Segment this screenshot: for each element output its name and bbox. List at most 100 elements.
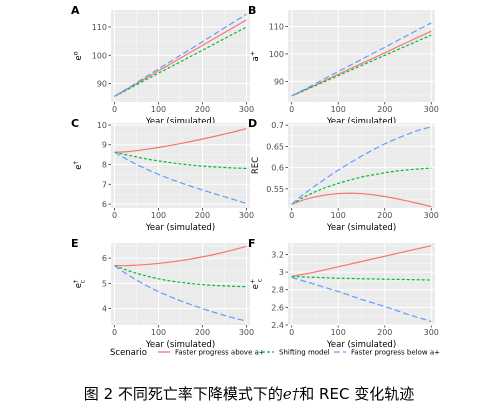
legend-title: Scenario [110, 348, 147, 358]
y-tick-label: 0.55 [266, 185, 284, 194]
x-axis-title: Year (simulated) [145, 340, 215, 350]
x-tick-label: 200 [195, 211, 210, 220]
legend-item-above: Faster progress above a+ [158, 349, 265, 357]
series-line-shift [291, 275, 432, 281]
legend: Scenario Faster progress above a+ Shifting… [110, 348, 440, 358]
x-tick-label: 300 [239, 328, 254, 337]
x-tick-label: 0 [112, 211, 117, 220]
series-line-above [291, 192, 432, 208]
series-line-shift [114, 265, 247, 288]
y-tick-label: 90 [274, 77, 284, 86]
caption-suffix: 和 REC 变化轨迹 [299, 385, 415, 403]
panel-letter: E [71, 237, 79, 250]
caption-prefix: 图 2 不同死亡率下降模式下的 [83, 385, 283, 403]
x-tick-label: 300 [424, 211, 439, 220]
series-line-above [114, 19, 247, 97]
x-tick-label: 200 [377, 211, 392, 220]
y-tick-label: 4 [102, 305, 107, 314]
panel-b: 0 100 200 300 90 100 110 B Year (simulated) a+ [248, 4, 439, 127]
panel-letter: D [248, 117, 257, 130]
y-tick-label: 6 [102, 200, 107, 209]
series-line-shift [114, 151, 247, 170]
y-tick-label: 5 [102, 279, 107, 288]
x-axis-title: Year (simulated) [326, 117, 396, 127]
legend-label: Shifting model [279, 349, 330, 357]
x-tick-label: 0 [289, 105, 294, 114]
x-tick-label: 0 [289, 328, 294, 337]
series-line-below [291, 276, 432, 323]
series-line-above [291, 245, 432, 278]
x-tick-label: 300 [239, 105, 254, 114]
y-tick-label: 2.4 [271, 321, 284, 330]
y-axis-title: e+c [249, 278, 264, 289]
x-axis-title: Year (simulated) [145, 117, 215, 127]
panel-letter: F [248, 237, 256, 250]
legend-item-below: Faster progress below a+ [334, 349, 440, 357]
panel-a: 0 100 200 300 90 100 110 A Year (simulated) eo [71, 4, 254, 127]
x-tick-label: 100 [151, 211, 166, 220]
x-tick-label: 0 [112, 328, 117, 337]
x-axis-title: Year (simulated) [145, 223, 215, 233]
panel-c: 0 100 200 300 6 7 8 9 10 C Year (simulated) e† [71, 117, 254, 233]
x-tick-label: 100 [331, 211, 346, 220]
x-tick-label: 300 [424, 328, 439, 337]
y-tick-label: 90 [97, 80, 107, 89]
y-tick-label: 2.8 [271, 286, 284, 295]
y-tick-label: 10 [97, 121, 107, 130]
panel-letter: B [248, 4, 256, 17]
series-line-below [291, 22, 432, 97]
y-tick-label: 100 [269, 50, 284, 59]
panel-letter: C [71, 117, 79, 130]
series-line-shift [291, 167, 432, 205]
legend-label: Faster progress above a+ [175, 349, 265, 357]
x-tick-label: 100 [331, 328, 346, 337]
y-tick-label: 100 [92, 51, 107, 60]
x-axis-title: Year (simulated) [326, 223, 396, 233]
panel-letter: A [71, 4, 80, 17]
series-line-below [114, 265, 247, 322]
x-tick-label: 0 [289, 211, 294, 220]
y-tick-label: 9 [102, 141, 107, 150]
x-tick-label: 200 [195, 328, 210, 337]
series-line-below [114, 151, 247, 205]
x-tick-label: 100 [331, 105, 346, 114]
y-tick-label: 110 [269, 22, 284, 31]
y-tick-label: 3.2 [271, 250, 284, 259]
y-tick-label: 3 [279, 268, 284, 277]
x-tick-label: 300 [239, 211, 254, 220]
y-tick-label: 7 [102, 180, 107, 189]
x-tick-label: 300 [424, 105, 439, 114]
legend-item-shift: Shifting model [262, 349, 330, 357]
y-tick-label: 6 [102, 254, 107, 263]
y-tick-label: 2.6 [271, 303, 284, 312]
y-axis-title: a+ [249, 51, 262, 62]
series-line-above [114, 127, 247, 153]
x-tick-label: 100 [151, 105, 166, 114]
figure-caption: 图 2 不同死亡率下降模式下的e†和 REC 变化轨迹 [0, 383, 498, 404]
y-axis-title: REC [251, 157, 261, 174]
series-line-below [291, 126, 432, 205]
caption-symbol: e† [282, 385, 300, 403]
x-tick-label: 100 [151, 328, 166, 337]
y-axis-title: e† [72, 161, 85, 170]
y-tick-label: 8 [102, 161, 107, 170]
x-tick-label: 200 [195, 105, 210, 114]
series-line-below [114, 13, 247, 97]
panel-d: 0 100 200 300 0.55 0.6 0.65 0.7 D Year (simulated… [248, 117, 439, 233]
series-line-shift [291, 34, 432, 97]
y-axis-title: e†c [72, 279, 87, 288]
x-tick-label: 200 [377, 105, 392, 114]
y-axis-title: eo [72, 51, 85, 60]
panel-f: 0 100 200 300 2.4 2.6 2.8 3 3.2 F Year (simulated)… [248, 237, 439, 350]
y-tick-label: 110 [92, 23, 107, 32]
series-line-above [114, 245, 247, 267]
y-tick-label: 0.65 [266, 142, 284, 151]
panel-e: 0 100 200 300 4 5 6 E Year (simulated) e†c [71, 237, 254, 350]
x-tick-label: 0 [112, 105, 117, 114]
legend-label: Faster progress below a+ [351, 349, 440, 357]
x-axis-title: Year (simulated) [326, 340, 396, 350]
x-tick-label: 200 [377, 328, 392, 337]
y-tick-label: 0.6 [271, 164, 284, 173]
